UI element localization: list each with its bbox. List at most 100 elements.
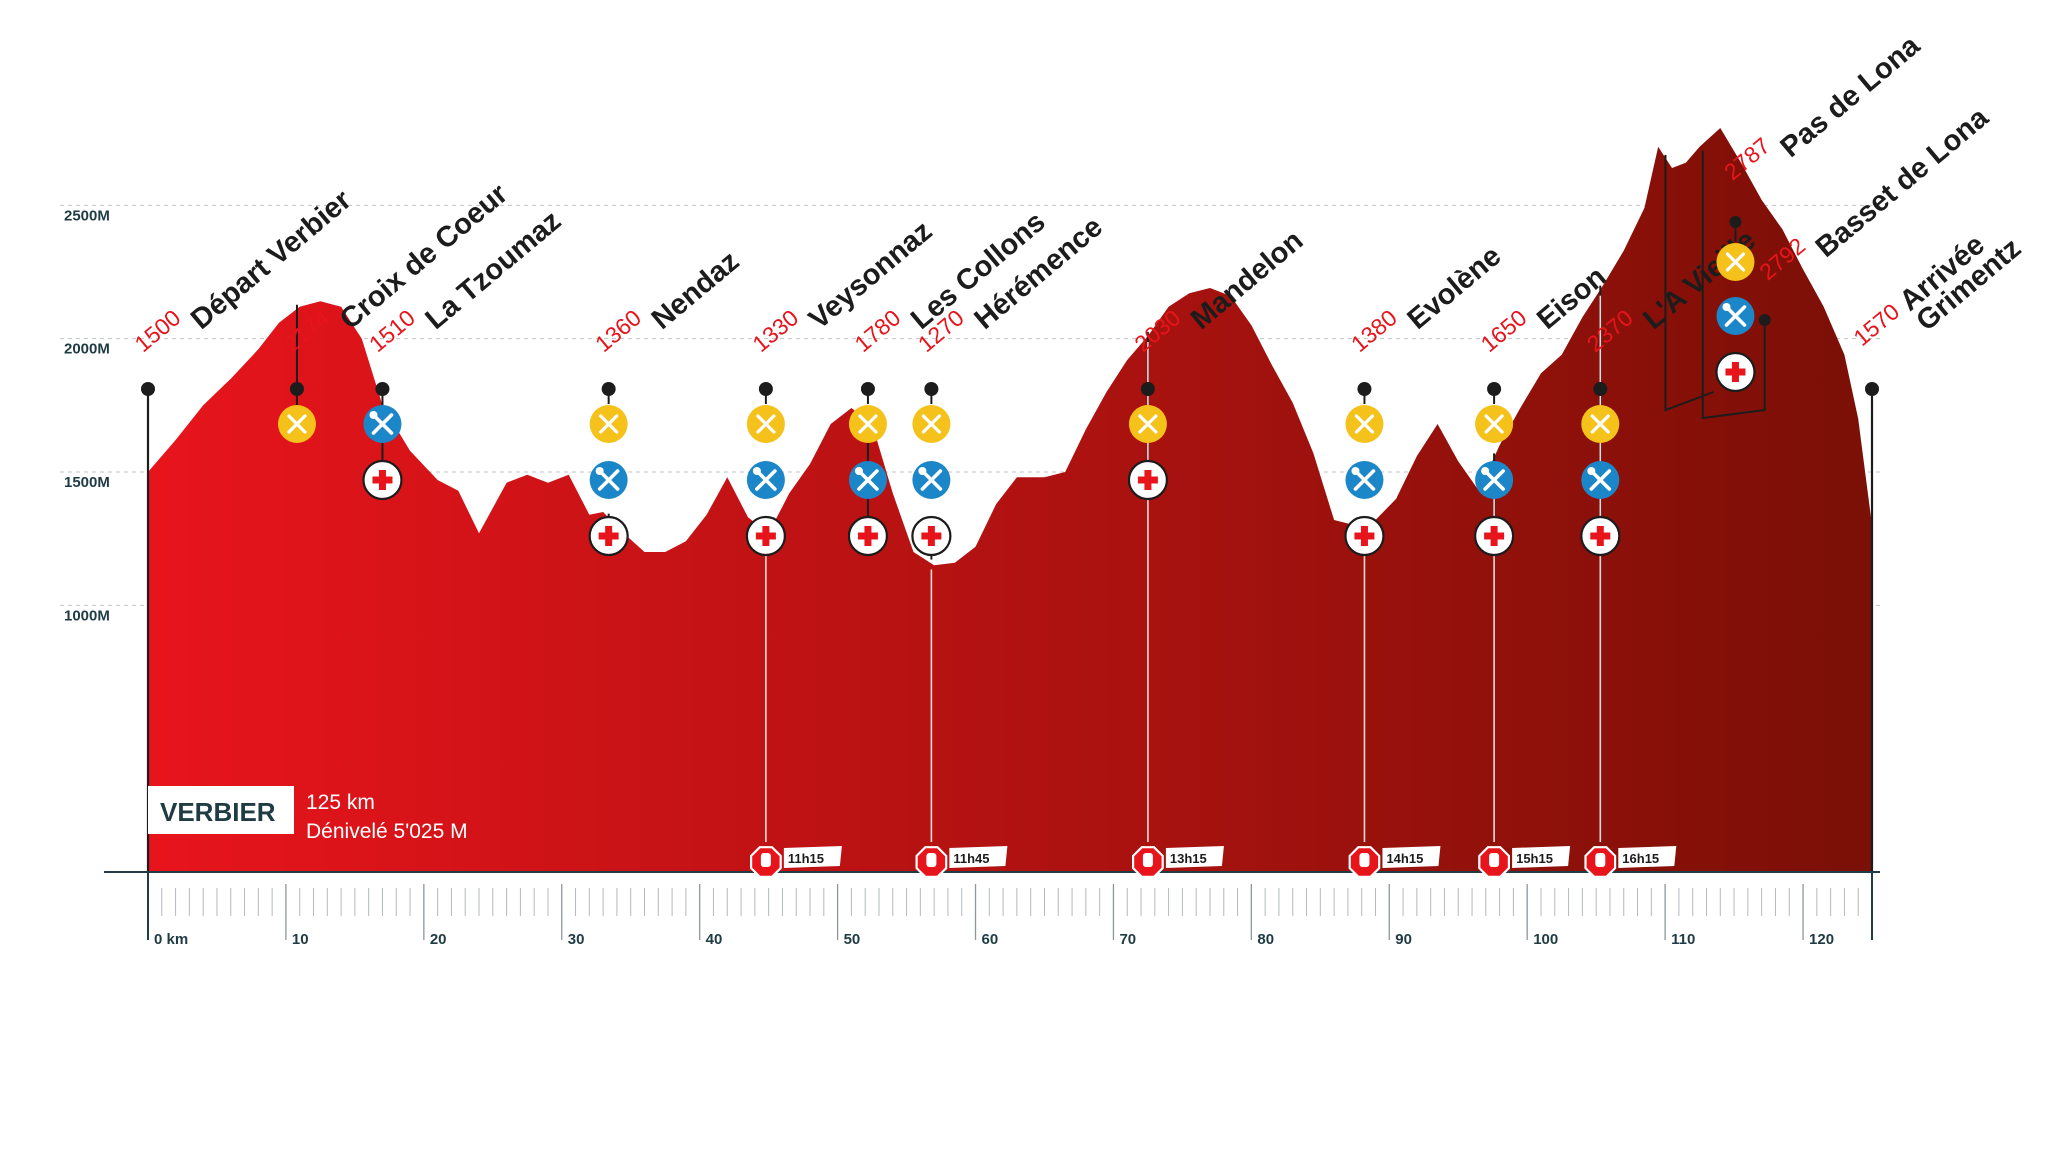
hand-palm xyxy=(926,853,937,867)
checkpoint-name: Pas de Lona xyxy=(1775,29,1927,164)
x-tick-label: 50 xyxy=(844,931,861,948)
checkpoint-dot xyxy=(1593,382,1608,396)
screwdriver-stroke xyxy=(857,469,879,491)
x-axis: 0 km 10 20 30 40 50 60 70 80 90 100 110 120 xyxy=(104,871,1880,948)
screwdriver-stroke xyxy=(920,469,943,491)
checkpoint-dot xyxy=(601,382,616,396)
medical-icon xyxy=(1715,351,1756,393)
cutoff-tag xyxy=(783,846,842,868)
checkpoint-dot xyxy=(289,382,304,396)
medical-cross-v xyxy=(378,470,386,490)
screwdriver-stroke xyxy=(1724,305,1747,327)
cutoff-time: 11h15 xyxy=(788,851,824,866)
checkpoint-dot xyxy=(1758,314,1771,326)
hand-palm xyxy=(1142,853,1153,867)
knife-stroke xyxy=(1484,414,1504,434)
wrench-head xyxy=(854,467,863,475)
medical-cross-v xyxy=(927,526,935,546)
cutoff-badge: 11h45 xyxy=(915,846,1008,878)
x-tick-label: 90 xyxy=(1395,931,1412,948)
checkpoint-label: 1380 Evolène xyxy=(1346,240,1508,357)
medical-cross-v xyxy=(1596,526,1604,546)
food-icon xyxy=(848,405,887,443)
medical-cross-v xyxy=(1144,470,1152,490)
wrench-head xyxy=(369,411,378,419)
profile-area-group xyxy=(148,128,1872,872)
cutoff-badge: 13h15 xyxy=(1131,846,1224,878)
checkpoint-dot xyxy=(1487,382,1502,396)
cutoff-time: 15h15 xyxy=(1516,851,1553,866)
y-tick-label: 2500M xyxy=(64,207,110,224)
medical-icon xyxy=(1580,515,1621,557)
x-tick-label: 80 xyxy=(1257,931,1274,948)
food-icon xyxy=(746,405,785,443)
leader-line xyxy=(1701,150,1766,420)
screwdriver-stroke xyxy=(1353,469,1376,491)
tools-icon xyxy=(589,461,628,499)
wrench-head xyxy=(752,467,761,475)
checkpoint-label: 1330 Veysonnaz xyxy=(747,215,938,357)
cutoff-time: 14h15 xyxy=(1386,851,1423,866)
x-tick-label: 120 xyxy=(1809,931,1834,948)
food-icon xyxy=(1345,405,1384,443)
route-info: VERBIER 125 km Dénivelé 5'025 M xyxy=(148,786,468,843)
checkpoint-dot xyxy=(1729,216,1742,228)
cutoff-tag xyxy=(1618,846,1677,868)
x-tick-label: 40 xyxy=(706,931,723,948)
knife-stroke xyxy=(1138,414,1158,434)
checkpoint-dot xyxy=(1140,382,1155,396)
wrench-head xyxy=(1587,467,1596,475)
x-tick-label: 0 km xyxy=(154,931,188,948)
screwdriver-stroke xyxy=(1483,469,1505,491)
medical-cross-v xyxy=(762,526,770,546)
cutoff-time: 11h45 xyxy=(953,851,989,866)
medical-icon xyxy=(745,515,786,557)
checkpoint-altitude: 1500 xyxy=(130,304,186,357)
medical-cross-v xyxy=(1731,362,1739,382)
y-tick-label: 1500M xyxy=(64,474,110,491)
checkpoint-label: 1360 Nendaz xyxy=(590,245,746,357)
knife-stroke xyxy=(599,414,619,434)
checkpoint-name: Nendaz xyxy=(646,245,746,336)
cutoff-tag xyxy=(1165,846,1224,868)
wrench-head xyxy=(918,467,927,475)
medical-icon xyxy=(362,459,403,501)
x-tick-label: 20 xyxy=(430,931,447,948)
tools-icon xyxy=(1716,297,1755,335)
y-axis: 1000M 1500M 2000M 2500M xyxy=(64,207,110,624)
checkpoint-dot xyxy=(1865,382,1879,396)
food-icon xyxy=(277,405,316,443)
checkpoint-dot xyxy=(1357,382,1372,396)
checkpoint-name: Evolène xyxy=(1402,240,1508,336)
medical-cross-v xyxy=(1490,526,1498,546)
checkpoint-altitude: 1380 xyxy=(1346,304,1402,357)
medical-icon xyxy=(847,515,889,557)
food-icon xyxy=(912,405,951,443)
food-icon xyxy=(589,405,628,443)
checkpoint-dot xyxy=(924,382,939,396)
checkpoint-altitude: 1650 xyxy=(1476,304,1532,357)
hand-palm xyxy=(1489,853,1500,867)
checkpoint-altitude: 1570 xyxy=(1848,298,1904,351)
start-town-box xyxy=(148,786,294,834)
checkpoint-altitude: 1360 xyxy=(590,304,646,357)
checkpoint-altitude: 1780 xyxy=(849,304,905,357)
start-town-label: VERBIER xyxy=(160,797,276,827)
y-tick-label: 2000M xyxy=(64,341,110,358)
tools-icon xyxy=(1581,461,1620,499)
elevation-gain-label: Dénivelé 5'025 M xyxy=(306,820,468,843)
tools-icon xyxy=(746,461,785,499)
hand-palm xyxy=(760,853,771,867)
checkpoint-altitude: 1330 xyxy=(747,304,803,357)
knife-stroke xyxy=(921,414,941,434)
wrench-head xyxy=(1351,467,1360,475)
medical-icon xyxy=(1473,515,1515,557)
medical-cross-v xyxy=(1360,526,1368,546)
wrench-head xyxy=(1481,467,1490,475)
knife-stroke xyxy=(756,414,776,434)
tools-icon xyxy=(1345,461,1384,499)
leader-line xyxy=(1664,154,1714,412)
